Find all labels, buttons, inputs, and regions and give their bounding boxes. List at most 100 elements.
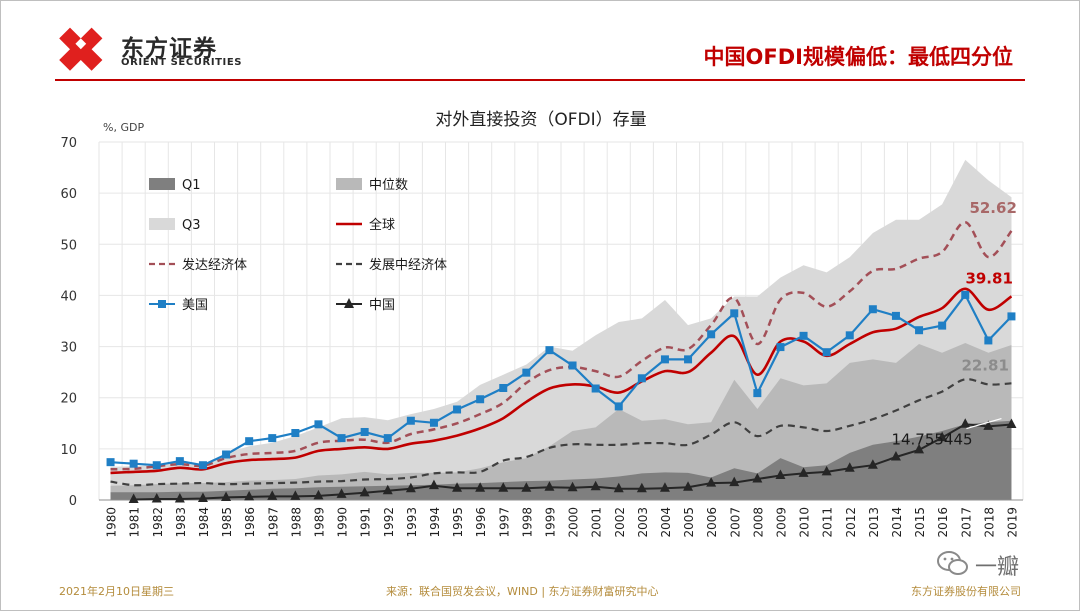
y-tick-label: 40 [60,289,77,304]
china-marker [937,431,948,442]
usa-marker [476,395,485,404]
footer-source: 来源：联合国贸发会议，WIND | 东方证券财富研究中心 [386,585,659,598]
china-marker [1006,418,1017,429]
data-label: 52.62 [969,199,1016,217]
x-tick-label: 2006 [705,507,719,538]
legend-item: 发达经济体 [149,257,247,273]
usa-marker [822,348,831,357]
china-marker [544,481,555,491]
legend-label: 全球 [369,217,395,233]
x-tick-label: 1987 [266,507,280,538]
usa-marker [614,402,623,411]
legend-item: 发展中经济体 [336,257,447,273]
china-marker [128,493,139,503]
usa-marker [429,418,438,427]
x-tick-label: 2011 [821,507,835,538]
usa-marker [915,326,924,335]
usa-markers [106,290,1016,470]
usa-marker [684,355,693,364]
china-marker [151,492,162,503]
y-axis-label: %, GDP [103,121,144,134]
y-tick-label: 0 [69,494,77,509]
china-marker [521,482,532,492]
y-tick-labels: 0 10 20 30 40 50 60 70 [60,136,77,509]
x-tick-label: 1997 [497,507,511,538]
usa-marker [845,331,854,340]
china-marker [636,482,647,493]
usa-line [110,292,1013,467]
y-tick-label: 10 [60,443,77,458]
x-tick-label: 2009 [774,507,788,538]
usa-marker [129,459,138,468]
usa-marker [152,461,161,470]
legend-label: 发展中经济体 [369,257,447,273]
orient-securities-logo: 东方证券 ORIENT SECURITIES [55,25,255,75]
y-tick-label: 30 [60,341,77,356]
legend-marker [158,300,166,308]
usa-marker [568,361,577,370]
watermark: 一瓣 [935,549,1045,580]
x-tick-label: 1995 [451,507,465,538]
china-marker [983,420,994,430]
x-tick-label: 2000 [567,507,581,538]
x-tick-label: 1996 [474,507,488,538]
usa-marker [938,321,947,330]
legend-item: Q3 [149,218,201,233]
china-marker [475,482,486,492]
legend-item: 中国 [336,298,395,313]
x-tick-label: 2002 [613,507,627,538]
y-tick-label: 50 [60,238,77,253]
usa-marker [198,461,207,470]
china-marker [867,459,878,469]
legend-label: 中国 [369,298,395,313]
usa-marker [984,336,993,345]
x-tick-label: 2005 [682,507,696,538]
data-label: 39.81 [965,269,1012,287]
x-tick-label: 1986 [243,507,257,538]
usa-marker [291,429,300,438]
data-label: 14.755445 [891,431,972,449]
usa-marker [891,311,900,320]
china-marker [613,482,624,493]
x-tick-label: 1982 [151,507,165,538]
usa-marker [522,368,531,377]
data-labels: 52.62 39.81 22.81 14.755445 [891,199,1016,449]
legend-item: Q1 [149,178,201,193]
watermark-text: 一瓣 [975,555,1020,580]
x-tick-label: 2001 [590,507,604,538]
y-tick-label: 20 [60,392,77,407]
legend-label: 发达经济体 [182,257,247,273]
x-tick-label: 1992 [382,507,396,538]
usa-marker [660,355,669,364]
usa-marker [753,389,762,398]
global-line [110,287,1013,475]
x-tick-label: 1984 [197,507,211,538]
x-tick-label: 2015 [913,507,927,538]
x-tick-label: 2007 [728,507,742,538]
legend-item: 中位数 [336,178,408,193]
logo-chinese-text: 东方证券 [121,36,217,62]
x-tick-label: 1989 [312,507,326,538]
usa-marker [545,346,554,355]
x-tick-label: 2008 [751,507,765,538]
x-tick-label: 2018 [982,507,996,538]
legend-swatch [336,178,362,190]
usa-marker [245,437,254,446]
legend-label: 中位数 [369,178,408,193]
china-marker [960,418,971,428]
header-divider [55,79,1025,81]
x-tick-label: 1981 [128,507,142,538]
x-tick-label: 1988 [289,507,303,538]
chart-title: 对外直接投资（OFDI）存量 [435,110,646,130]
x-tick-label: 1985 [220,507,234,538]
legend-label: 美国 [182,298,208,313]
china-marker [405,482,416,493]
x-tick-label: 1998 [520,507,534,538]
usa-marker [175,457,184,466]
usa-marker [268,434,277,443]
legend-marker [344,298,354,308]
china-marker [590,480,601,491]
legend-swatch [149,218,175,230]
